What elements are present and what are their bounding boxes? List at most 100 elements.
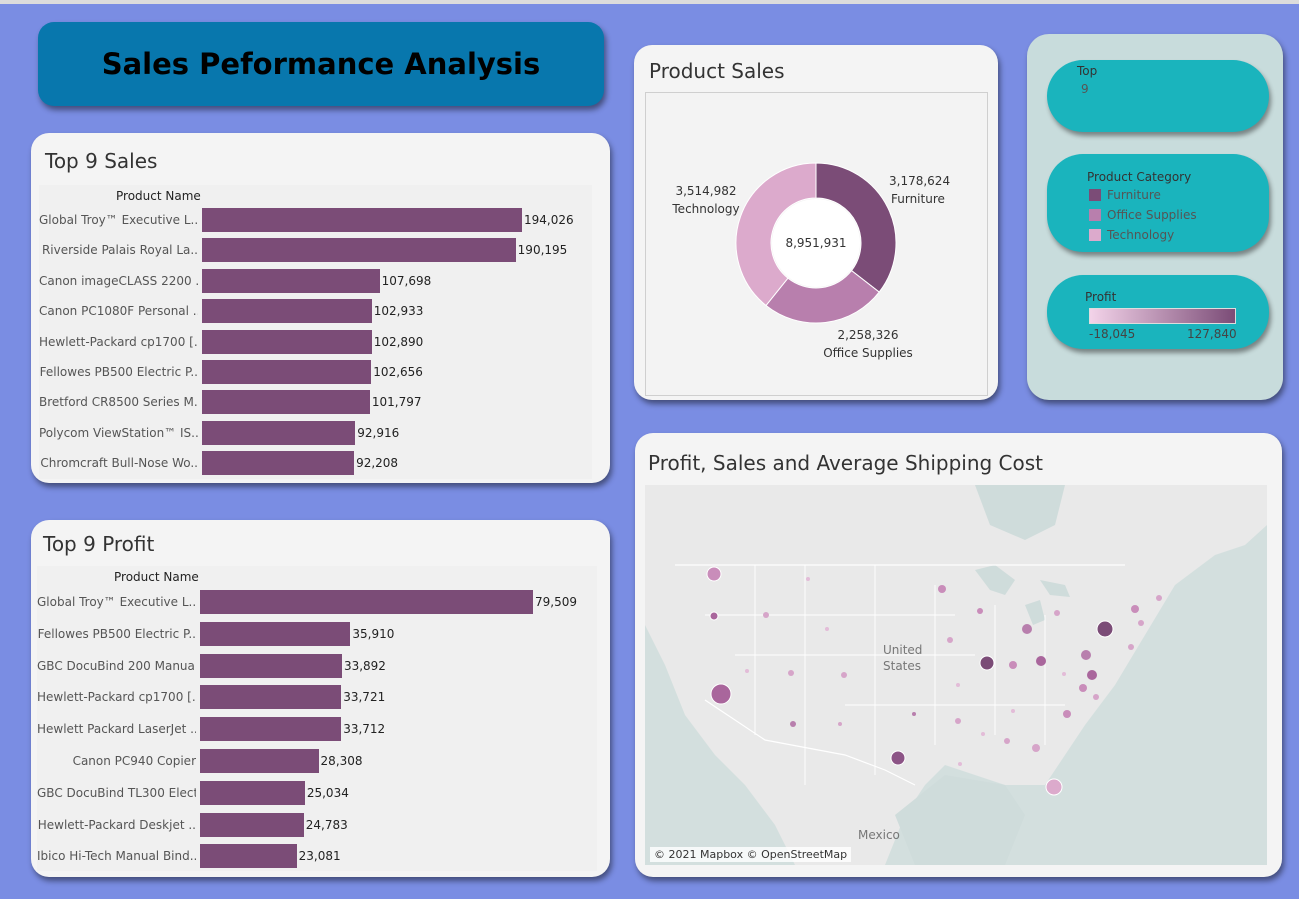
profit-row[interactable]: Global Troy™ Executive L.. 79,509 bbox=[37, 590, 597, 616]
profit-min-label: -18,045 bbox=[1089, 327, 1136, 341]
map-mark[interactable] bbox=[1079, 684, 1087, 692]
sales-row[interactable]: Polycom ViewStation™ IS.. 92,916 bbox=[39, 420, 592, 447]
map-mark[interactable] bbox=[838, 722, 842, 726]
profit-product-label: GBC DocuBind 200 Manua.. bbox=[37, 658, 196, 673]
map-mark[interactable] bbox=[1156, 595, 1162, 601]
map-mark[interactable] bbox=[890, 750, 906, 766]
donut-slice-technology[interactable] bbox=[735, 162, 817, 307]
profit-bar[interactable] bbox=[200, 780, 305, 805]
map-mark[interactable] bbox=[1036, 656, 1046, 666]
map-mark[interactable] bbox=[1054, 610, 1060, 616]
legend-item-office-supplies[interactable]: Office Supplies bbox=[1089, 208, 1249, 224]
map-mark[interactable] bbox=[947, 637, 953, 643]
map-mark[interactable] bbox=[1128, 644, 1134, 650]
map-mark[interactable] bbox=[1081, 650, 1091, 660]
map-mark[interactable] bbox=[788, 670, 794, 676]
map-mark[interactable] bbox=[763, 612, 769, 618]
sales-bar[interactable] bbox=[202, 268, 380, 293]
map-mark[interactable] bbox=[1087, 670, 1097, 680]
sales-row[interactable]: Hewlett-Packard cp1700 [.. 102,890 bbox=[39, 329, 592, 356]
sales-bar[interactable] bbox=[202, 299, 372, 324]
donut-slice-furniture[interactable] bbox=[815, 162, 897, 293]
map-attribution[interactable]: © 2021 Mapbox © OpenStreetMap bbox=[650, 847, 852, 862]
donut-value-label: 3,178,624 bbox=[889, 174, 950, 188]
map-mark[interactable] bbox=[958, 762, 962, 766]
sales-product-label: Fellowes PB500 Electric P.. bbox=[39, 365, 198, 379]
profit-row[interactable]: Fellowes PB500 Electric P.. 35,910 bbox=[37, 621, 597, 648]
top-n-parameter[interactable]: Top 9 bbox=[1047, 60, 1269, 132]
sales-row[interactable]: Canon imageCLASS 2200 .. 107,698 bbox=[39, 268, 592, 295]
donut-slice-office-supplies[interactable] bbox=[765, 269, 880, 324]
profit-bar[interactable] bbox=[200, 621, 351, 646]
top-profit-column-header: Product Name bbox=[114, 570, 199, 584]
profit-bar[interactable] bbox=[200, 844, 297, 869]
map-mark[interactable] bbox=[912, 712, 916, 716]
map-mark[interactable] bbox=[1045, 778, 1063, 796]
map-mark[interactable] bbox=[1062, 672, 1066, 676]
map-mark[interactable] bbox=[1011, 709, 1015, 713]
map-mark[interactable] bbox=[981, 732, 985, 736]
map-mark[interactable] bbox=[825, 627, 829, 631]
map-mark[interactable] bbox=[1096, 620, 1114, 638]
map-mark[interactable] bbox=[1063, 710, 1071, 718]
category-legend-title: Product Category bbox=[1087, 170, 1192, 184]
map-mark[interactable] bbox=[938, 585, 946, 593]
sales-row[interactable]: Riverside Palais Royal La.. 190,195 bbox=[39, 238, 592, 264]
profit-row[interactable]: Hewlett-Packard cp1700 [.. 33,721 bbox=[37, 685, 597, 711]
sales-bar[interactable] bbox=[202, 238, 516, 263]
map-mark[interactable] bbox=[1032, 744, 1040, 752]
sales-row[interactable]: Chromcraft Bull-Nose Wo.. 92,208 bbox=[39, 451, 592, 477]
sales-bar[interactable] bbox=[202, 390, 370, 415]
sales-bar[interactable] bbox=[202, 208, 522, 232]
sales-bar[interactable] bbox=[202, 451, 355, 476]
map-mark[interactable] bbox=[977, 608, 983, 614]
profit-value-label: 79,509 bbox=[535, 595, 577, 609]
profit-row[interactable]: Hewlett Packard LaserJet .. 33,712 bbox=[37, 717, 597, 743]
sales-row[interactable]: Global Troy™ Executive L.. 194,026 bbox=[39, 208, 592, 234]
profit-value-label: 25,034 bbox=[306, 785, 349, 800]
dashboard-title-box: Sales Peformance Analysis bbox=[38, 22, 604, 106]
profit-sales-map[interactable]: United States Mexico bbox=[645, 485, 1267, 865]
map-mark[interactable] bbox=[979, 655, 995, 671]
profit-bar[interactable] bbox=[200, 685, 342, 710]
profit-product-label: Hewlett Packard LaserJet .. bbox=[37, 722, 196, 737]
map-mark[interactable] bbox=[1004, 738, 1010, 744]
map-mark[interactable] bbox=[956, 683, 960, 687]
donut-hole bbox=[772, 199, 860, 287]
profit-row[interactable]: GBC DocuBind TL300 Elect.. 25,034 bbox=[37, 780, 597, 807]
sales-row[interactable]: Bretford CR8500 Series M.. 101,797 bbox=[39, 390, 592, 416]
map-mark[interactable] bbox=[745, 669, 749, 673]
profit-row[interactable]: Hewlett-Packard Deskjet .. 24,783 bbox=[37, 812, 597, 839]
map-mark[interactable] bbox=[1022, 624, 1032, 634]
sales-row[interactable]: Canon PC1080F Personal .. 102,933 bbox=[39, 299, 592, 325]
profit-bar[interactable] bbox=[200, 812, 304, 837]
map-mark[interactable] bbox=[806, 577, 810, 581]
sales-bar[interactable] bbox=[202, 360, 372, 384]
legend-item-technology[interactable]: Technology bbox=[1089, 228, 1249, 244]
profit-value-label: 24,783 bbox=[305, 817, 348, 832]
map-mark[interactable] bbox=[1131, 605, 1139, 613]
profit-bar[interactable] bbox=[200, 749, 319, 773]
map-mark[interactable] bbox=[1093, 694, 1099, 700]
sales-bar[interactable] bbox=[202, 329, 372, 354]
profit-bar[interactable] bbox=[200, 590, 533, 614]
sales-row[interactable]: Fellowes PB500 Electric P.. 102,656 bbox=[39, 360, 592, 386]
profit-row[interactable]: GBC DocuBind 200 Manua.. 33,892 bbox=[37, 653, 597, 680]
map-mark[interactable] bbox=[1009, 661, 1017, 669]
profit-bar[interactable] bbox=[200, 717, 342, 742]
sales-product-label: Chromcraft Bull-Nose Wo.. bbox=[40, 456, 198, 471]
profit-product-label: Fellowes PB500 Electric P.. bbox=[37, 626, 196, 641]
legend-item-furniture[interactable]: Furniture bbox=[1089, 188, 1249, 204]
top-n-value[interactable]: 9 bbox=[1081, 82, 1089, 96]
profit-row[interactable]: Canon PC940 Copier 28,308 bbox=[37, 749, 597, 775]
map-mark[interactable] bbox=[790, 721, 796, 727]
map-mark[interactable] bbox=[841, 672, 847, 678]
profit-bar[interactable] bbox=[200, 653, 342, 678]
profit-row[interactable]: Ibico Hi-Tech Manual Bind.. 23,081 bbox=[37, 844, 597, 870]
map-mark[interactable] bbox=[955, 718, 961, 724]
map-mark[interactable] bbox=[706, 566, 722, 582]
map-mark[interactable] bbox=[1138, 620, 1144, 626]
map-mark[interactable] bbox=[710, 683, 732, 705]
map-mark[interactable] bbox=[709, 611, 719, 621]
sales-bar[interactable] bbox=[202, 420, 356, 445]
